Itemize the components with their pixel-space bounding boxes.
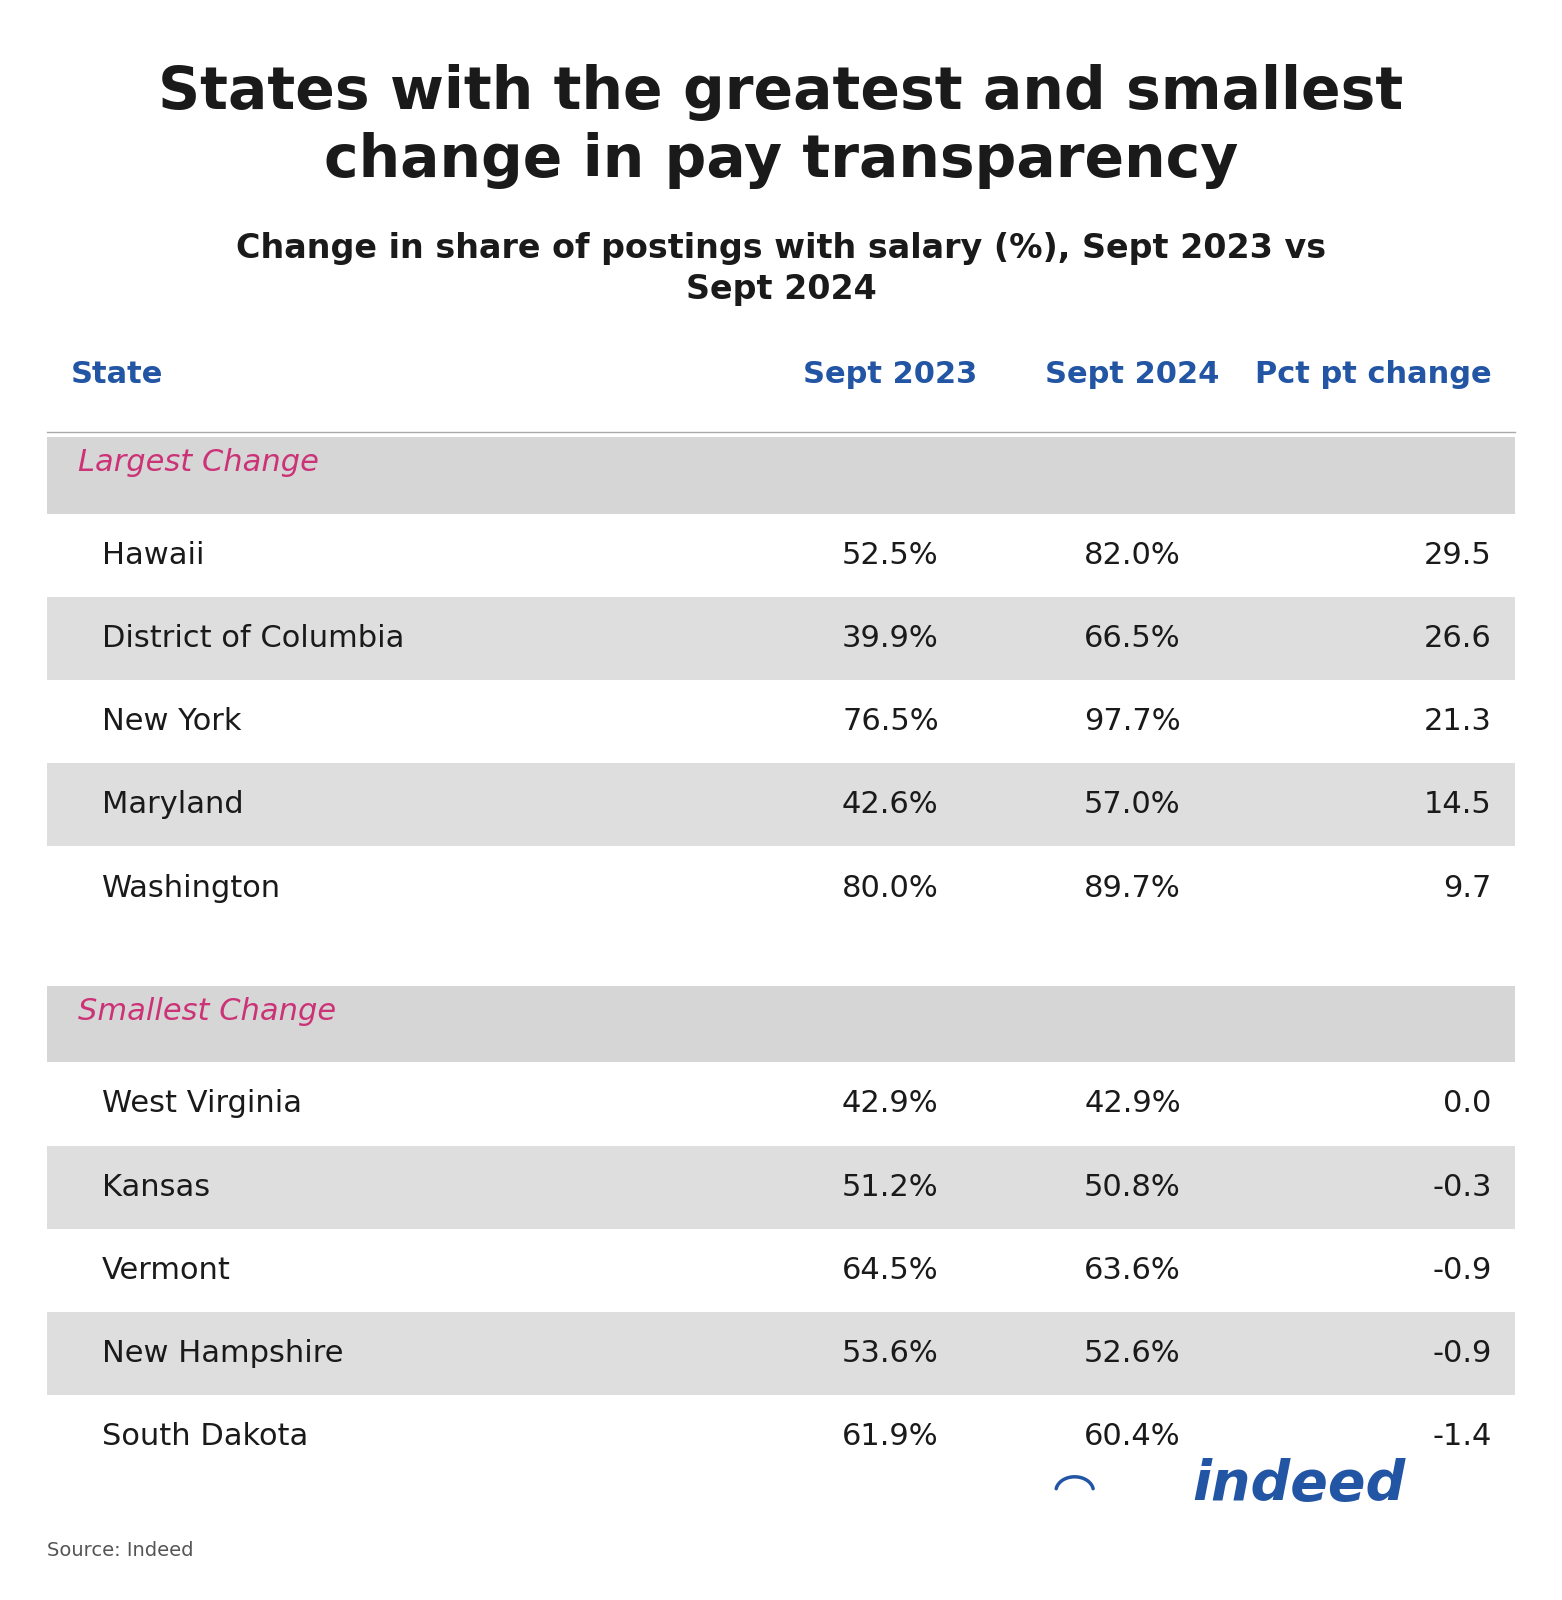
Text: 39.9%: 39.9% <box>842 624 939 653</box>
Text: 42.6%: 42.6% <box>842 790 939 819</box>
Bar <box>47 1062 1515 1146</box>
Text: South Dakota: South Dakota <box>102 1422 308 1451</box>
Text: 26.6: 26.6 <box>1425 624 1492 653</box>
Text: 89.7%: 89.7% <box>1084 874 1181 902</box>
Text: 60.4%: 60.4% <box>1084 1422 1181 1451</box>
Bar <box>47 846 1515 930</box>
Text: Largest Change: Largest Change <box>78 448 319 477</box>
Text: Change in share of postings with salary (%), Sept 2023 vs
Sept 2024: Change in share of postings with salary … <box>236 232 1326 306</box>
Text: 0.0: 0.0 <box>1443 1090 1492 1118</box>
Text: State: State <box>70 360 162 389</box>
Text: Maryland: Maryland <box>102 790 244 819</box>
Bar <box>47 1229 1515 1312</box>
Text: 76.5%: 76.5% <box>842 707 939 736</box>
Text: Vermont: Vermont <box>102 1256 231 1285</box>
Text: 29.5: 29.5 <box>1425 541 1492 570</box>
Bar <box>47 986 1515 1062</box>
Text: 50.8%: 50.8% <box>1084 1173 1181 1202</box>
Text: Source: Indeed: Source: Indeed <box>47 1541 194 1560</box>
Text: Pct pt change: Pct pt change <box>1256 360 1492 389</box>
Text: -0.3: -0.3 <box>1432 1173 1492 1202</box>
Text: Kansas: Kansas <box>102 1173 209 1202</box>
Text: States with the greatest and smallest
change in pay transparency: States with the greatest and smallest ch… <box>158 64 1404 189</box>
Text: New York: New York <box>102 707 241 736</box>
Bar <box>47 680 1515 763</box>
Text: 21.3: 21.3 <box>1425 707 1492 736</box>
Bar <box>47 1312 1515 1395</box>
Text: 63.6%: 63.6% <box>1084 1256 1181 1285</box>
Text: 42.9%: 42.9% <box>842 1090 939 1118</box>
Text: 57.0%: 57.0% <box>1084 790 1181 819</box>
Text: 82.0%: 82.0% <box>1084 541 1181 570</box>
Text: indeed: indeed <box>1192 1458 1406 1512</box>
Text: 52.5%: 52.5% <box>842 541 939 570</box>
Text: 9.7: 9.7 <box>1443 874 1492 902</box>
Text: -1.4: -1.4 <box>1432 1422 1492 1451</box>
Text: West Virginia: West Virginia <box>102 1090 301 1118</box>
Text: 42.9%: 42.9% <box>1084 1090 1181 1118</box>
Bar <box>47 437 1515 514</box>
Bar <box>47 514 1515 597</box>
Bar <box>47 597 1515 680</box>
Text: 51.2%: 51.2% <box>842 1173 939 1202</box>
Text: -0.9: -0.9 <box>1432 1256 1492 1285</box>
Text: 14.5: 14.5 <box>1425 790 1492 819</box>
Bar <box>47 1146 1515 1229</box>
Text: 61.9%: 61.9% <box>842 1422 939 1451</box>
Text: Sept 2024: Sept 2024 <box>1045 360 1220 389</box>
Text: 53.6%: 53.6% <box>842 1339 939 1368</box>
Text: 80.0%: 80.0% <box>842 874 939 902</box>
Text: New Hampshire: New Hampshire <box>102 1339 344 1368</box>
Bar <box>47 1395 1515 1478</box>
Text: Washington: Washington <box>102 874 281 902</box>
Text: -0.9: -0.9 <box>1432 1339 1492 1368</box>
Text: Sept 2023: Sept 2023 <box>803 360 978 389</box>
Text: 64.5%: 64.5% <box>842 1256 939 1285</box>
Text: 52.6%: 52.6% <box>1084 1339 1181 1368</box>
Text: Smallest Change: Smallest Change <box>78 997 336 1026</box>
Text: Hawaii: Hawaii <box>102 541 205 570</box>
Text: 66.5%: 66.5% <box>1084 624 1181 653</box>
Text: 97.7%: 97.7% <box>1084 707 1181 736</box>
Bar <box>47 763 1515 846</box>
Text: District of Columbia: District of Columbia <box>102 624 405 653</box>
